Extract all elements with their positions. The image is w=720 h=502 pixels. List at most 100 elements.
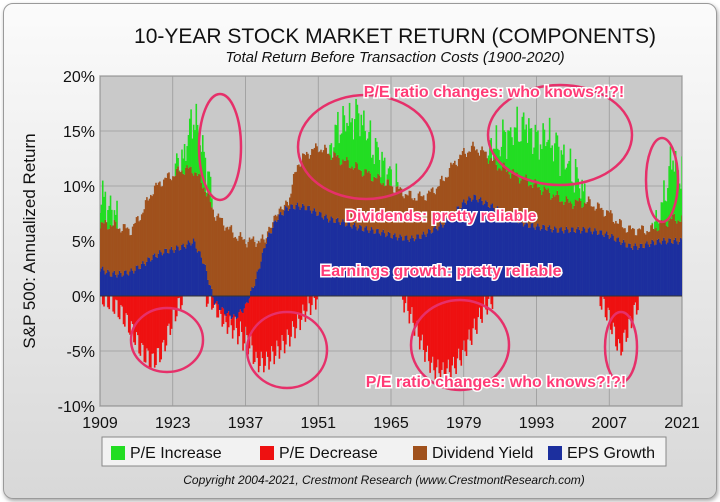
dividend-yield-bar xyxy=(318,151,321,212)
eps-growth-bar xyxy=(211,288,213,296)
dividend-yield-bar xyxy=(651,223,654,240)
dividend-yield-bar xyxy=(472,141,474,200)
ellipse-1943 xyxy=(245,310,329,390)
pe-increase-bar xyxy=(554,143,556,197)
pe-increase-bar xyxy=(350,122,352,169)
pe-decrease-bar xyxy=(608,296,611,311)
eps-growth-bar xyxy=(402,240,404,296)
pe-decrease-bar xyxy=(417,296,420,337)
dividend-yield-bar xyxy=(603,216,606,237)
dividend-yield-bar xyxy=(366,172,369,231)
eps-growth-bar xyxy=(111,276,113,296)
dividend-yield-bar xyxy=(530,184,533,224)
pe-decrease-bar xyxy=(151,296,153,354)
pe-decrease-bar xyxy=(309,296,312,316)
dividend-yield-bar xyxy=(263,239,265,249)
dividend-yield-bar xyxy=(464,153,466,203)
dividend-yield-bar xyxy=(468,151,470,197)
pe-increase-bar xyxy=(520,141,522,181)
dividend-yield-bar xyxy=(411,198,413,236)
pe-increase-bar xyxy=(557,146,560,195)
pe-decrease-bar xyxy=(430,296,433,363)
pe-decrease-bar xyxy=(173,296,175,309)
eps-growth-bar xyxy=(183,246,186,296)
eps-growth-bar xyxy=(178,250,181,296)
dividend-yield-bar xyxy=(421,196,424,235)
eps-growth-bar xyxy=(617,237,620,296)
dividend-yield-bar xyxy=(194,172,196,242)
dividend-yield-bar xyxy=(655,227,657,245)
dividend-yield-bar xyxy=(268,226,270,233)
dividend-yield-bar xyxy=(183,174,186,247)
annotation-pe-bottom: P/E ratio changes: who knows?!?! xyxy=(366,374,626,391)
dividend-yield-bar xyxy=(290,193,292,205)
eps-growth-bar xyxy=(107,269,109,296)
pe-increase-bar xyxy=(502,119,504,167)
annotation-pe-top: P/E ratio changes: who knows?!?! xyxy=(364,84,624,101)
dividend-yield-bar xyxy=(379,183,382,236)
eps-growth-bar xyxy=(664,240,667,296)
eps-growth-bar xyxy=(389,232,391,296)
dividend-yield-bar xyxy=(289,197,291,209)
dividend-yield-bar xyxy=(308,158,311,206)
eps-growth-bar xyxy=(550,228,552,296)
pe-increase-bar xyxy=(387,168,390,180)
eps-growth-bar xyxy=(424,234,426,296)
eps-growth-bar xyxy=(574,232,577,296)
pe-increase-bar xyxy=(108,205,111,229)
dividend-yield-bar xyxy=(539,189,542,231)
eps-growth-bar xyxy=(285,206,287,296)
dividend-yield-bar xyxy=(127,228,130,276)
eps-growth-bar xyxy=(221,296,224,308)
dividend-yield-bar xyxy=(233,237,235,296)
x-tick-label: 2021 xyxy=(664,415,700,432)
pe-decrease-bar xyxy=(237,317,239,345)
eps-growth-bar xyxy=(179,249,182,296)
pe-decrease-bar xyxy=(222,308,225,325)
pe-decrease-bar xyxy=(234,316,237,318)
dividend-yield-bar xyxy=(363,175,365,232)
pe-decrease-bar xyxy=(308,296,311,304)
pe-increase-bar xyxy=(104,191,107,220)
eps-growth-bar xyxy=(582,227,585,296)
pe-decrease-bar xyxy=(255,296,257,352)
pe-decrease-bar xyxy=(450,296,452,380)
dividend-yield-bar xyxy=(398,189,400,238)
eps-growth-bar xyxy=(446,217,448,296)
pe-decrease-bar xyxy=(175,296,178,317)
dividend-yield-bar xyxy=(157,182,160,254)
dividend-yield-bar xyxy=(618,218,621,242)
eps-growth-bar xyxy=(242,296,244,314)
eps-growth-bar xyxy=(378,233,381,296)
dividend-yield-bar xyxy=(580,200,582,234)
dividend-yield-bar xyxy=(287,205,290,211)
dividend-yield-bar xyxy=(625,232,628,248)
x-tick-label: 1951 xyxy=(300,415,336,432)
eps-growth-bar xyxy=(320,212,322,296)
dividend-yield-bar xyxy=(617,223,620,238)
dividend-yield-bar xyxy=(203,187,205,264)
dividend-yield-bar xyxy=(356,163,359,231)
dividend-yield-bar xyxy=(446,177,448,218)
dividend-yield-bar xyxy=(585,203,587,233)
eps-growth-bar xyxy=(535,226,538,296)
eps-growth-bar xyxy=(572,227,574,296)
dividend-yield-bar xyxy=(615,220,617,242)
pe-decrease-bar xyxy=(287,296,290,335)
pe-increase-bar xyxy=(657,223,660,231)
pe-decrease-bar xyxy=(125,296,127,314)
dividend-yield-bar xyxy=(485,151,487,201)
eps-growth-bar xyxy=(121,276,124,296)
eps-growth-bar xyxy=(608,238,611,296)
dividend-yield-bar xyxy=(272,222,274,228)
pe-increase-bar xyxy=(487,155,490,164)
dividend-yield-bar xyxy=(124,224,126,271)
dividend-yield-bar xyxy=(529,184,531,228)
eps-growth-bar xyxy=(165,248,168,296)
annotation-earnings: Earnings growth: pretty reliable xyxy=(321,263,562,280)
eps-growth-bar xyxy=(420,238,422,296)
dividend-yield-bar xyxy=(107,229,109,270)
dividend-yield-bar xyxy=(547,188,550,227)
eps-growth-bar xyxy=(533,227,535,296)
